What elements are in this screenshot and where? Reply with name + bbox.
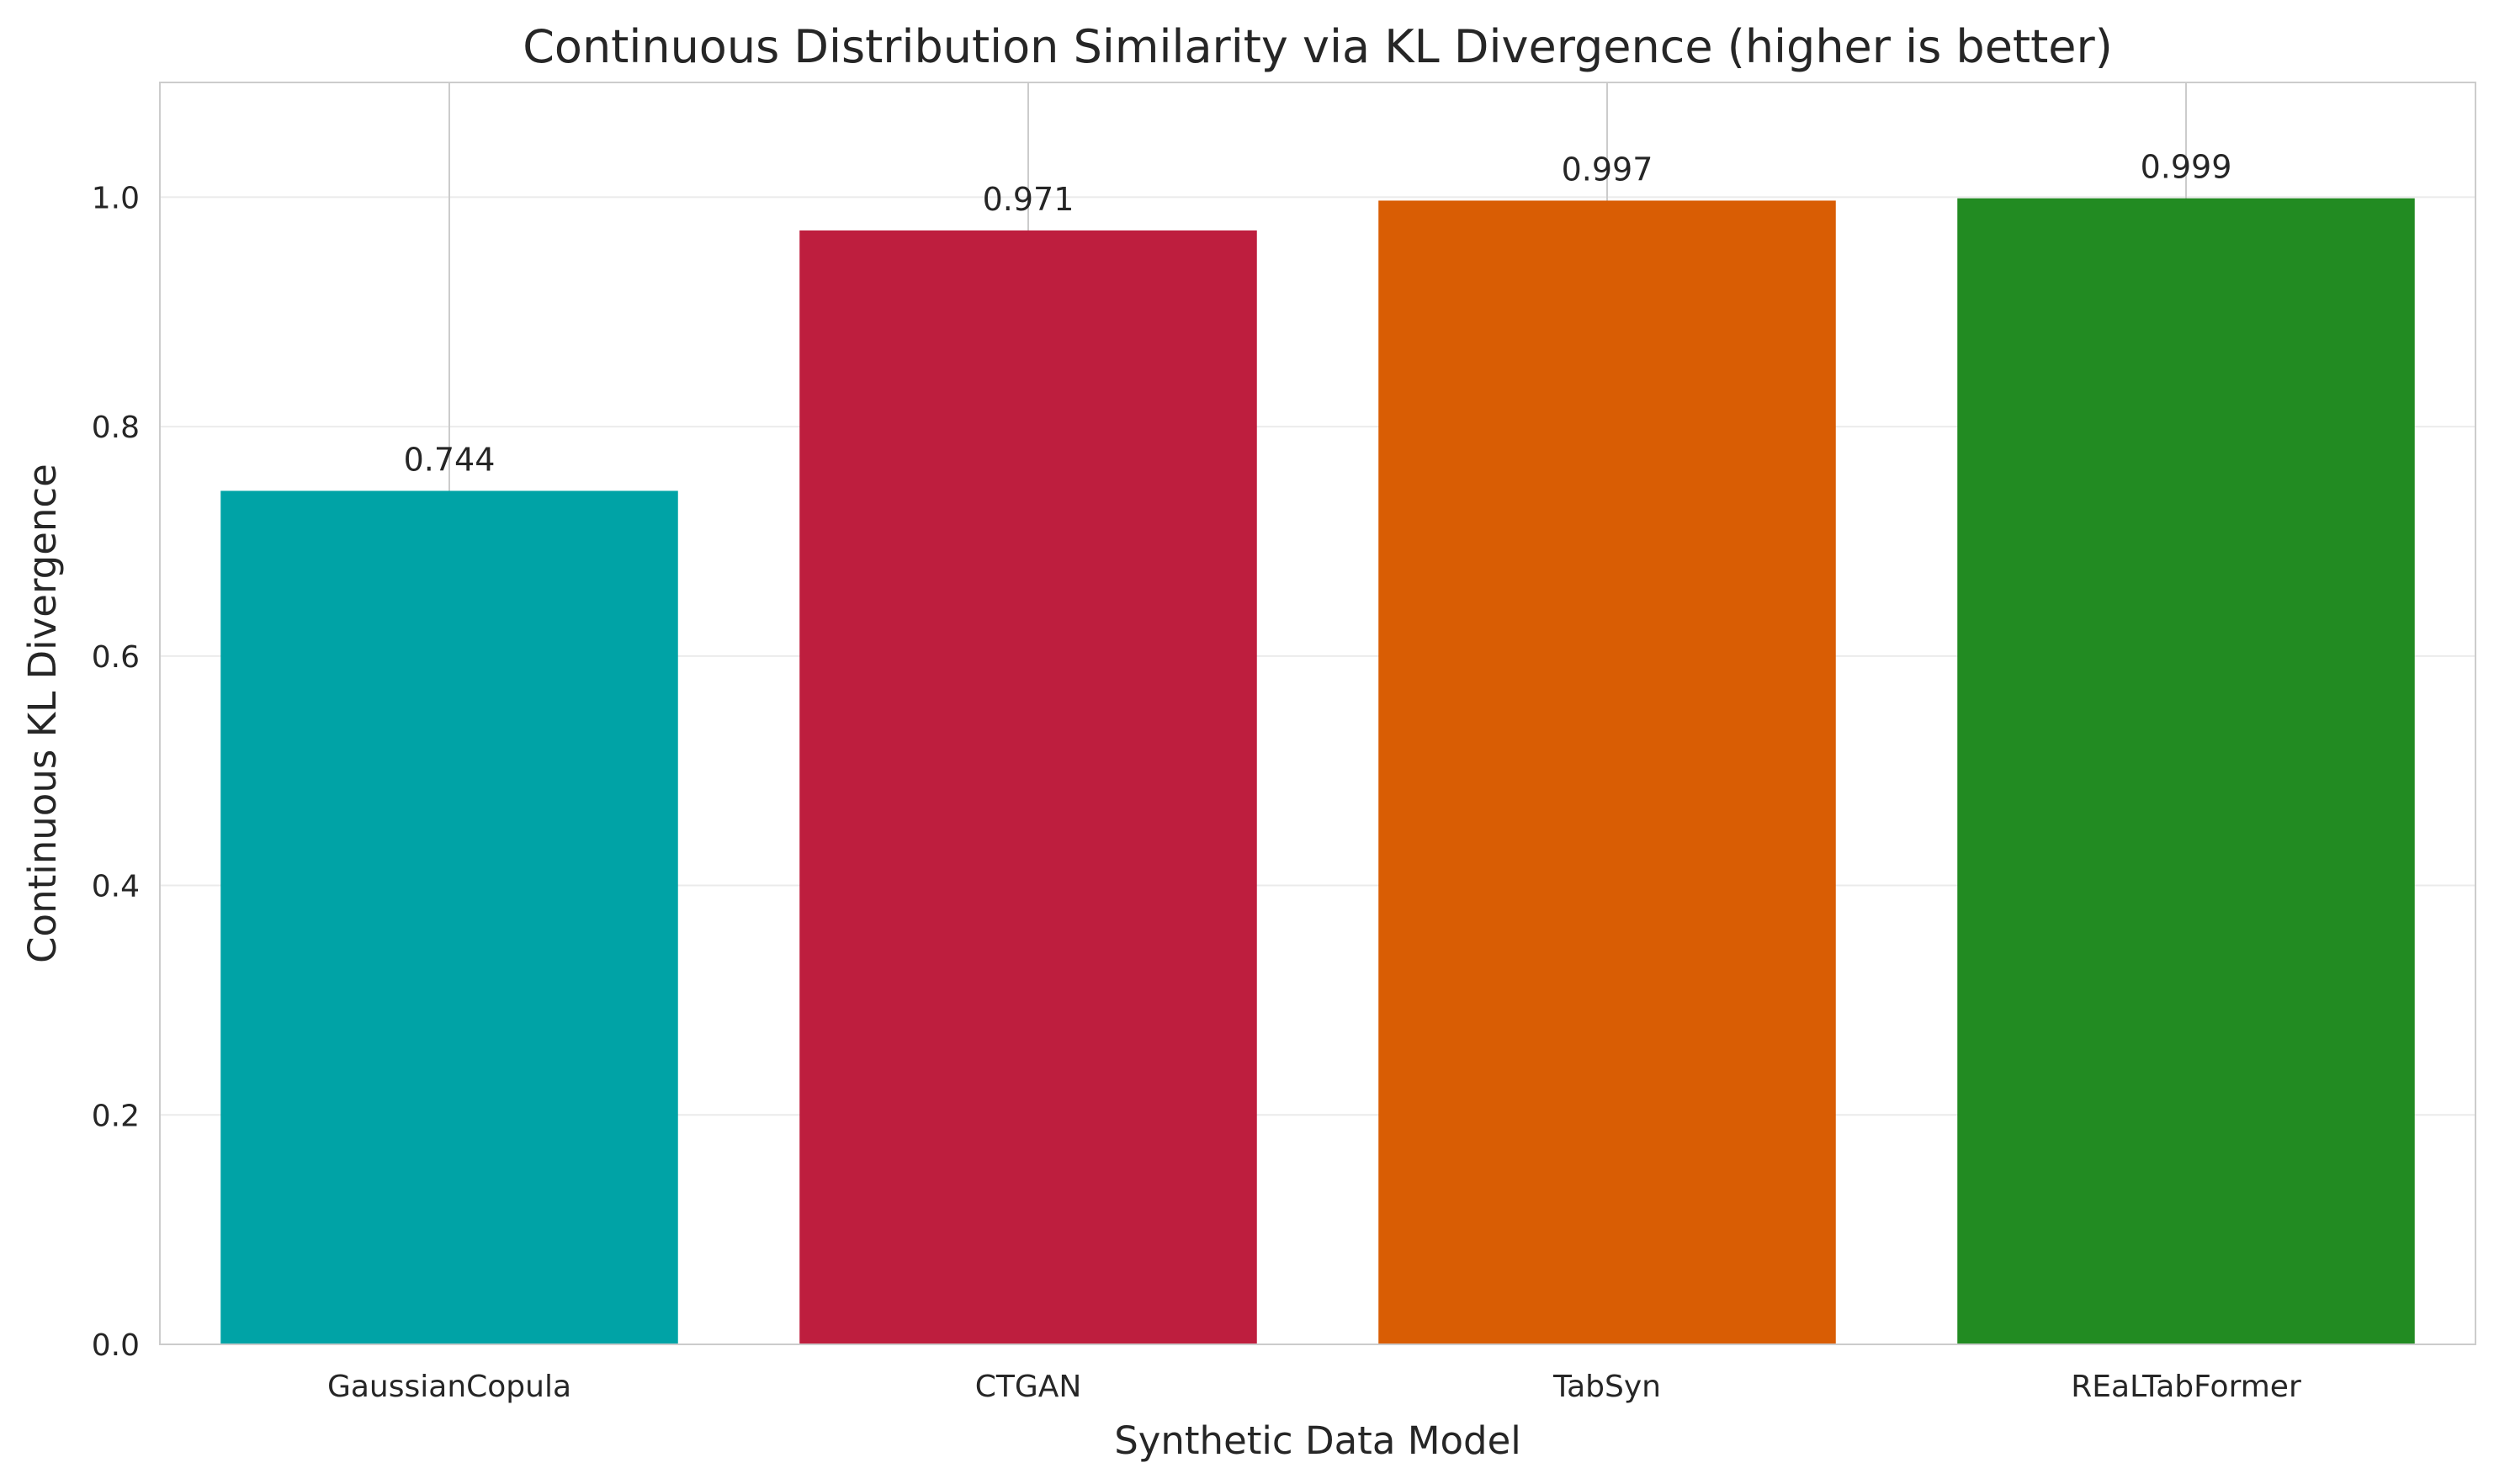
bar-realtabformer — [1957, 198, 2415, 1344]
x-tick-label: CTGAN — [975, 1370, 1082, 1404]
y-tick-label: 0.2 — [92, 1099, 140, 1133]
bar-gaussiancopula — [220, 490, 678, 1344]
y-tick-label: 0.6 — [92, 640, 140, 675]
bar-value-label: 0.744 — [404, 441, 496, 478]
y-ticks: 0.0 0.2 0.4 0.6 0.8 1.0 — [92, 181, 140, 1363]
bar-value-label: 0.971 — [983, 181, 1075, 218]
chart-title: Continuous Distribution Similarity via K… — [523, 20, 2113, 73]
plot-frame — [159, 82, 2476, 1345]
bar-value-label: 0.999 — [2141, 149, 2232, 186]
bar-value-label: 0.997 — [1562, 151, 1653, 188]
x-tick-label: GaussianCopula — [327, 1370, 571, 1404]
y-tick-label: 0.4 — [92, 870, 140, 904]
x-axis-label: Synthetic Data Model — [1114, 1418, 1521, 1463]
x-ticks: GaussianCopula CTGAN TabSyn REaLTabFormer — [327, 1370, 2301, 1404]
bars — [220, 198, 2415, 1345]
y-tick-label: 1.0 — [92, 181, 140, 215]
data-labels: 0.744 0.971 0.997 0.999 — [404, 149, 2232, 479]
y-axis-label: Continuous KL Divergence — [20, 464, 65, 963]
y-tick-label: 0.8 — [92, 411, 140, 445]
x-tick-label: TabSyn — [1552, 1370, 1661, 1404]
y-tick-label: 0.0 — [92, 1328, 140, 1363]
bar-tabsyn — [1378, 200, 1836, 1344]
x-tick-label: REaLTabFormer — [2071, 1370, 2301, 1404]
bar-ctgan — [799, 230, 1257, 1345]
